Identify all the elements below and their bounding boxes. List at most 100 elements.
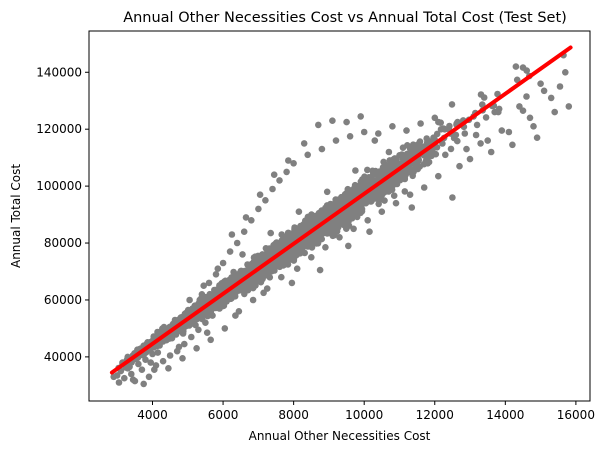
scatter-point (498, 127, 506, 134)
scatter-point (318, 145, 326, 153)
scatter-point (110, 373, 117, 381)
scatter-point (269, 185, 276, 193)
scatter-point (140, 380, 147, 388)
scatter-point (378, 208, 386, 215)
scatter-point (430, 135, 438, 142)
scatter-point (461, 130, 469, 137)
scatter-point (240, 228, 248, 235)
scatter-point (263, 265, 271, 272)
scatter-point (283, 168, 290, 176)
x-tick-label: 8000 (278, 408, 309, 422)
scatter-point (228, 231, 236, 238)
scatter-point (329, 117, 336, 124)
scatter-point (375, 130, 382, 137)
scatter-point (191, 303, 199, 311)
scatter-point (352, 167, 359, 174)
scatter-point (198, 294, 205, 302)
scatter-point (342, 220, 350, 228)
scatter-point (207, 336, 214, 344)
scatter-point (403, 169, 410, 177)
scatter-point (219, 259, 227, 267)
scatter-point (300, 140, 308, 147)
scatter-point (203, 309, 210, 317)
scatter-point (258, 258, 265, 265)
scatter-point (389, 123, 396, 130)
scatter-point (326, 206, 333, 213)
scatter-point (482, 114, 490, 121)
scatter-point (336, 234, 343, 241)
scatter-point (484, 137, 492, 144)
scatter-point (456, 162, 463, 170)
x-tick-label: 16000 (557, 408, 595, 422)
regression-line-layer (109, 45, 573, 375)
scatter-point (285, 157, 292, 164)
scatter-point (251, 260, 259, 267)
scatter-point (417, 120, 424, 127)
scatter-point (135, 360, 142, 368)
y-tick-label: 60000 (44, 293, 82, 307)
scatter-point (343, 118, 350, 126)
scatter-point (289, 248, 296, 255)
scatter-point (466, 155, 474, 163)
scatter-points (110, 51, 573, 388)
scatter-point (239, 251, 246, 258)
scatter-point (262, 197, 269, 204)
scatter-point (364, 166, 371, 174)
scatter-point (205, 279, 213, 287)
scatter-point (333, 219, 340, 226)
scatter-point (320, 207, 327, 215)
scatter-point (526, 114, 534, 122)
scatter-point (480, 94, 488, 101)
scatter-point (390, 192, 398, 199)
scatter-point (267, 229, 275, 237)
scatter-point (392, 199, 400, 207)
scatter-point (256, 191, 264, 198)
scatter-point (121, 374, 128, 382)
scatter-point (433, 130, 441, 138)
scatter-point (154, 349, 162, 356)
scatter-point (226, 248, 234, 255)
scatter-point (290, 160, 297, 167)
scatter-point (556, 83, 564, 90)
x-axis-label: Annual Other Necessities Cost (249, 429, 431, 443)
scatter-point (149, 350, 156, 358)
scatter-point (242, 214, 250, 221)
scatter-point (523, 93, 530, 100)
scatter-point (203, 329, 211, 337)
scatter-point (494, 90, 501, 98)
scatter-point (519, 107, 527, 114)
scatter-point (304, 151, 312, 159)
scatter-point (463, 145, 470, 153)
scatter-point (495, 105, 503, 113)
scatter-point (408, 169, 415, 177)
scatter-point (286, 230, 294, 237)
scatter-point (437, 119, 445, 126)
scatter-point (540, 87, 548, 95)
scatter-point (401, 188, 409, 195)
scatter-point (302, 224, 310, 232)
scatter-point (505, 128, 513, 136)
scatter-point (373, 192, 380, 200)
scatter-point (262, 245, 270, 252)
scatter-point (533, 134, 541, 141)
plot-frame (88, 30, 591, 402)
scatter-point (547, 94, 555, 102)
scatter-point (214, 265, 222, 273)
scatter-point (406, 191, 414, 198)
scatter-point (181, 340, 188, 348)
scatter-point (366, 228, 373, 235)
y-tick-label: 100000 (36, 179, 82, 193)
scatter-point (165, 365, 172, 372)
scatter-point (408, 204, 416, 211)
scatter-point (315, 121, 322, 129)
scatter-point (232, 312, 239, 319)
scatter-point (145, 373, 153, 381)
scatter-point (357, 209, 364, 217)
scatter-point (234, 271, 241, 278)
scatter-point (450, 134, 458, 142)
scatter-point (308, 253, 315, 261)
scatter-point (371, 137, 379, 144)
scatter-point (393, 156, 400, 164)
scatter-point (324, 229, 331, 237)
scatter-point (276, 177, 283, 184)
